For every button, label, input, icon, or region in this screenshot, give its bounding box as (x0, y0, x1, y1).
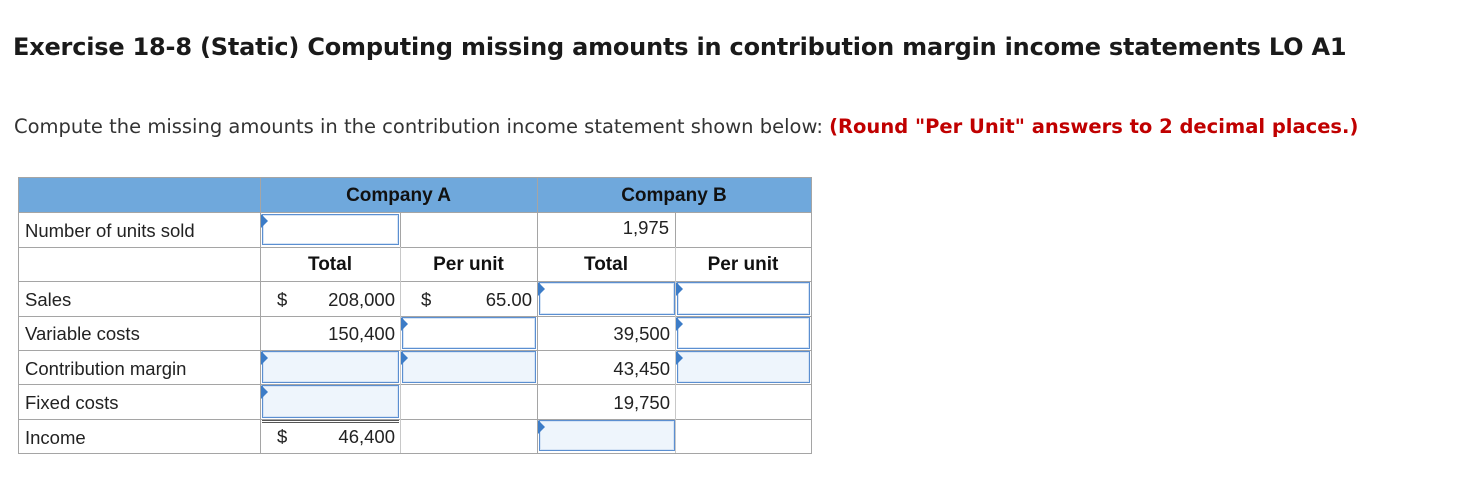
rounding-note: (Round "Per Unit" answers to 2 decimal p… (829, 115, 1359, 138)
row-label-income: Income (25, 427, 86, 448)
answer-flag-icon (261, 385, 268, 399)
company-a-contribution-total-input[interactable] (262, 351, 399, 383)
company-b-contribution-per-unit-input[interactable] (677, 351, 810, 383)
company-b-sales-total-input[interactable] (539, 282, 675, 315)
company-b-fixed-costs: 19,750 (613, 392, 670, 413)
dollar-sign: $ (277, 426, 288, 447)
row-label-variable-costs: Variable costs (25, 323, 140, 344)
answer-flag-icon (676, 317, 683, 331)
answer-flag-icon (401, 351, 408, 365)
company-b-sales-per-unit-input[interactable] (677, 282, 810, 315)
row-label-contribution-margin: Contribution margin (25, 358, 187, 379)
company-b-variable-per-unit-input[interactable] (677, 317, 810, 349)
company-b-variable-total: 39,500 (613, 323, 670, 344)
dollar-sign: $ (277, 289, 288, 310)
company-a-income: 46,400 (338, 426, 395, 447)
double-underline (262, 420, 399, 423)
company-b-units-value: 1,975 (622, 217, 669, 238)
table-header-band (19, 178, 811, 213)
answer-flag-icon (261, 214, 268, 228)
company-b-total-header: Total (584, 254, 628, 275)
company-a-sales-total: 208,000 (328, 289, 395, 310)
answer-flag-icon (261, 351, 268, 365)
answer-flag-icon (538, 420, 545, 434)
answer-flag-icon (676, 351, 683, 365)
row-label-sales: Sales (25, 289, 72, 310)
company-b-contribution-total: 43,450 (613, 358, 670, 379)
company-a-contribution-per-unit-input[interactable] (402, 351, 536, 383)
company-a-fixed-costs-input[interactable] (262, 385, 399, 418)
income-statement-table: Company A Company B Number of units sold… (18, 177, 812, 454)
answer-flag-icon (676, 282, 683, 296)
company-b-income-input[interactable] (539, 420, 675, 451)
instruction-text: Compute the missing amounts in the contr… (14, 115, 830, 138)
company-a-total-header: Total (308, 254, 352, 275)
row-label-units: Number of units sold (25, 220, 195, 241)
dollar-sign: $ (421, 289, 432, 310)
company-b-per-unit-header: Per unit (707, 254, 779, 275)
company-a-variable-per-unit-input[interactable] (402, 317, 536, 349)
company-b-header: Company B (621, 185, 727, 206)
answer-flag-icon (401, 317, 408, 331)
company-a-header: Company A (346, 185, 451, 206)
page-title: Exercise 18-8 (Static) Computing missing… (13, 33, 1347, 61)
company-a-units-input[interactable] (262, 214, 399, 245)
instruction: Compute the missing amounts in the contr… (14, 115, 1358, 138)
row-label-fixed-costs: Fixed costs (25, 392, 119, 413)
company-a-sales-per-unit: 65.00 (485, 289, 532, 310)
company-a-per-unit-header: Per unit (433, 254, 504, 275)
answer-flag-icon (538, 282, 545, 296)
company-a-variable-total: 150,400 (328, 323, 395, 344)
